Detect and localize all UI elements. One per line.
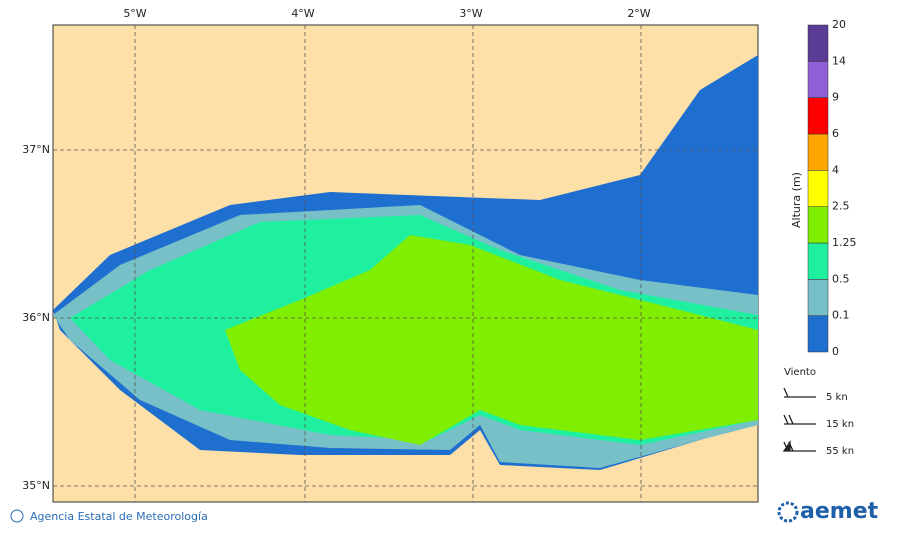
colorbar-band bbox=[807, 170, 829, 207]
lat-label: 35°N bbox=[22, 479, 50, 492]
sea-lime bbox=[225, 235, 758, 445]
wind-barb bbox=[782, 439, 816, 452]
copyright-icon bbox=[10, 509, 24, 523]
colorbar-band bbox=[807, 133, 829, 171]
colorbar-tick-label: 4 bbox=[832, 163, 839, 176]
wind-legend-label: 55 kn bbox=[826, 446, 854, 457]
wind-legend: 5 kn 15 kn 55 kn bbox=[782, 387, 854, 457]
lon-label: 3°W bbox=[459, 7, 482, 20]
colorbar-tick-label: 0 bbox=[832, 345, 839, 358]
footer-credit: Agencia Estatal de Meteorología bbox=[30, 510, 208, 523]
colorbar-tick-label: 9 bbox=[832, 91, 839, 104]
lon-label: 5°W bbox=[123, 7, 146, 20]
colorbar-band bbox=[807, 315, 829, 353]
colorbar-band bbox=[807, 61, 829, 98]
colorbar-tick-label: 14 bbox=[832, 54, 846, 67]
wind-legend-title: Viento bbox=[784, 367, 816, 378]
colorbar: 0 0.1 0.5 1.25 2.5 4 6 9 14 20 bbox=[807, 18, 857, 358]
colorbar-tick-label: 6 bbox=[832, 127, 839, 140]
colorbar-band bbox=[807, 97, 829, 135]
lon-label: 2°W bbox=[627, 7, 650, 20]
colorbar-title: Altura (m) bbox=[790, 172, 803, 228]
lon-labels: 5°W 4°W 3°W 2°W bbox=[123, 7, 650, 20]
logo-icon bbox=[777, 501, 799, 523]
map bbox=[52, 24, 759, 503]
lat-labels: 37°N 36°N 35°N bbox=[22, 143, 50, 492]
wind-legend-label: 15 kn bbox=[826, 419, 854, 430]
wind-barb bbox=[783, 414, 816, 425]
colorbar-tick-label: 2.5 bbox=[832, 200, 850, 213]
colorbar-tick-label: 1.25 bbox=[832, 236, 857, 249]
colorbar-tick-label: 0.5 bbox=[832, 272, 850, 285]
footer-logo: aemet bbox=[800, 499, 879, 524]
colorbar-tick-label: 20 bbox=[832, 18, 846, 31]
lat-label: 36°N bbox=[22, 311, 50, 324]
lat-label: 37°N bbox=[22, 143, 50, 156]
wind-barb bbox=[783, 387, 816, 398]
graticule bbox=[53, 25, 758, 502]
colorbar-band bbox=[807, 24, 829, 62]
colorbar-band bbox=[807, 279, 829, 316]
wind-legend-label: 5 kn bbox=[826, 392, 848, 403]
colorbar-tick-label: 0.1 bbox=[832, 309, 850, 322]
lon-label: 4°W bbox=[291, 7, 314, 20]
colorbar-band bbox=[807, 206, 829, 244]
colorbar-band bbox=[807, 242, 829, 280]
